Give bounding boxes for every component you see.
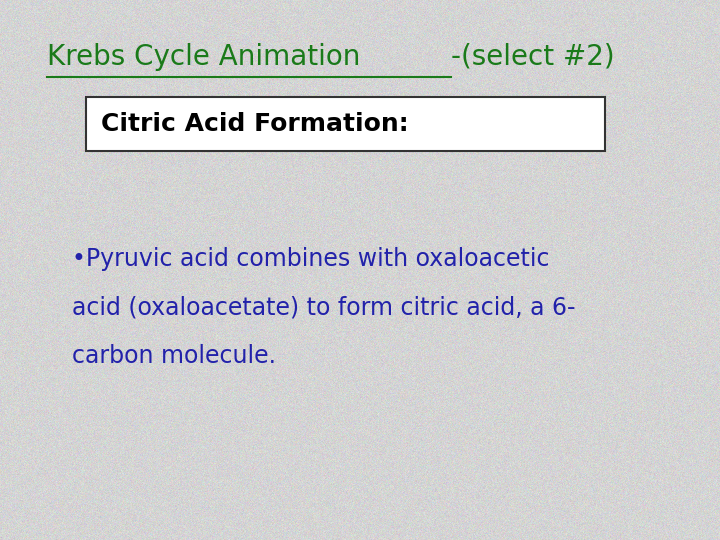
Text: carbon molecule.: carbon molecule. [72, 345, 276, 368]
Text: Krebs Cycle Animation: Krebs Cycle Animation [47, 43, 360, 71]
Text: •Pyruvic acid combines with oxaloacetic: •Pyruvic acid combines with oxaloacetic [72, 247, 549, 271]
FancyBboxPatch shape [86, 97, 605, 151]
Text: acid (oxaloacetate) to form citric acid, a 6-: acid (oxaloacetate) to form citric acid,… [72, 296, 575, 320]
Text: -(select #2): -(select #2) [451, 43, 615, 71]
Text: Citric Acid Formation:: Citric Acid Formation: [101, 112, 408, 136]
